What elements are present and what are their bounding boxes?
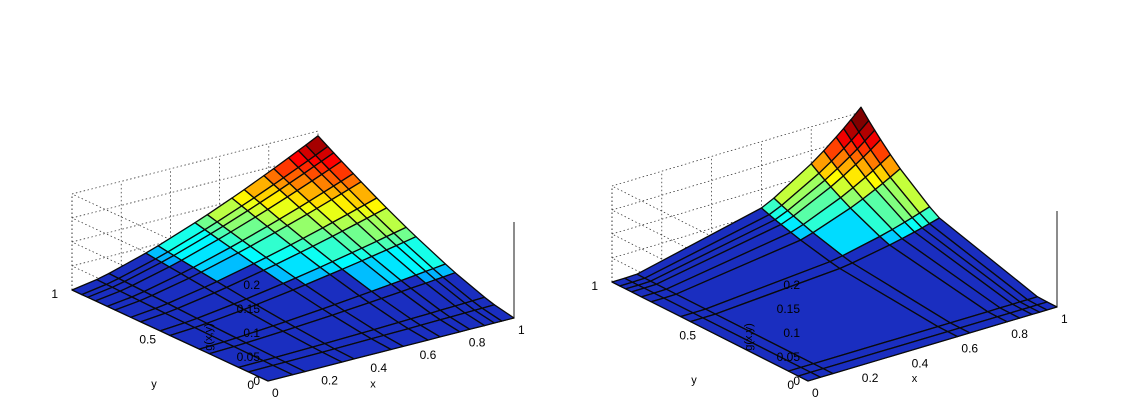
x-tick-label: 0 (272, 386, 279, 400)
x-axis-label: x (370, 379, 376, 391)
x-tick-label: 0 (812, 386, 819, 400)
x-tick-label: 0.4 (370, 361, 387, 375)
axis-labels: 0 0.05 0.1 0.15 0.2 0 0.2 0.4 0.6 0.8 1 0 0.5 1 g(x,y)… (51, 278, 525, 400)
x-tick-label: 1 (518, 323, 525, 337)
z-tick-label: 0 (253, 374, 260, 388)
grid-line-z (611, 111, 862, 187)
z-tick-label: 0.1 (783, 326, 800, 340)
x-tick-label: 0.6 (420, 348, 437, 362)
z-tick-label: 0.2 (783, 278, 800, 292)
x-tick-label: 0.4 (912, 356, 929, 370)
z-tick-label: 0 (793, 374, 800, 388)
z-axis-label: g(x,y) (203, 323, 215, 351)
y-axis-label: y (691, 375, 697, 387)
x-tick-label: 1 (1061, 312, 1068, 326)
surface-mesh (611, 106, 1058, 382)
x-tick-label: 0.8 (1011, 327, 1028, 341)
z-tick-label: 0.2 (243, 278, 260, 292)
y-tick-label: 1 (591, 279, 598, 293)
x-tick-label: 0.6 (961, 342, 978, 356)
z-tick-label: 0.15 (237, 302, 261, 316)
z-tick-label: 0.1 (243, 326, 260, 340)
y-tick-label: 0 (247, 378, 254, 392)
x-axis-label: x (912, 373, 918, 385)
y-tick-label: 1 (51, 287, 58, 301)
y-tick-label: 0 (787, 378, 794, 392)
y-tick-label: 0.5 (679, 329, 696, 343)
surface-plot-left: 0 0.05 0.1 0.15 0.2 0 0.2 0.4 0.6 0.8 1 0 0.5 1 g(x,y)… (51, 130, 525, 400)
surface-patch (797, 371, 822, 382)
y-tick-label: 0.5 (139, 333, 156, 347)
grid-line-z (611, 135, 862, 211)
axis-labels: 0 0.05 0.1 0.15 0.2 0 0.2 0.4 0.6 0.8 1 0 0.5 1 g(x,y)… (591, 278, 1068, 400)
z-tick-label: 0.05 (777, 350, 801, 364)
z-axis-label: g(x,y) (743, 323, 755, 351)
z-tick-label: 0.05 (237, 350, 261, 364)
surface-mesh (71, 135, 515, 382)
surface-plot-right: 0 0.05 0.1 0.15 0.2 0 0.2 0.4 0.6 0.8 1 0 0.5 1 g(x,y)… (591, 106, 1068, 400)
surface-patch (247, 364, 294, 382)
y-axis-label: y (151, 379, 157, 391)
x-tick-label: 0.2 (862, 371, 879, 385)
x-tick-label: 0.8 (469, 336, 486, 350)
z-tick-label: 0.15 (777, 302, 801, 316)
x-tick-label: 0.2 (321, 373, 338, 387)
